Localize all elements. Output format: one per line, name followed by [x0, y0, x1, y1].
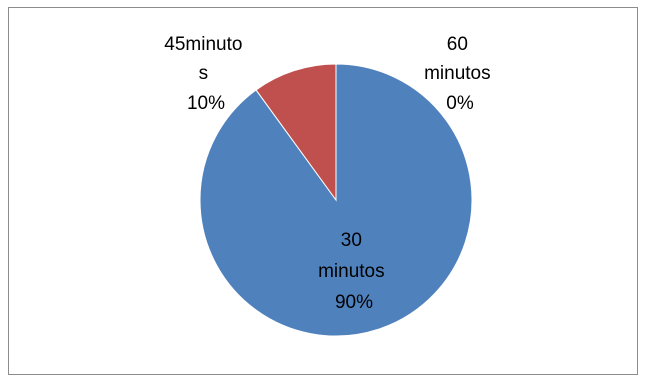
data-label-60-minutos: 60 minutos 0%	[424, 34, 496, 114]
data-label-30-line-3: 90%	[335, 292, 373, 313]
data-label-30-line-1: 30	[341, 230, 362, 251]
data-label-45-line-3: 10%	[187, 93, 225, 114]
data-label-60-line-1: 60	[447, 34, 468, 55]
data-label-45-minutos: 45minuto s 10%	[164, 34, 247, 114]
data-label-30-minutos: 30 minutos 90%	[318, 230, 390, 313]
pie-slice-45minutos	[255, 63, 337, 202]
data-label-60-line-3: 0%	[446, 93, 474, 114]
data-label-30-line-2: minutos	[318, 261, 385, 282]
data-label-45-line-2: s	[199, 63, 209, 84]
data-label-45-line-1: 45minuto	[164, 34, 242, 55]
data-label-60-line-2: minutos	[424, 63, 491, 84]
